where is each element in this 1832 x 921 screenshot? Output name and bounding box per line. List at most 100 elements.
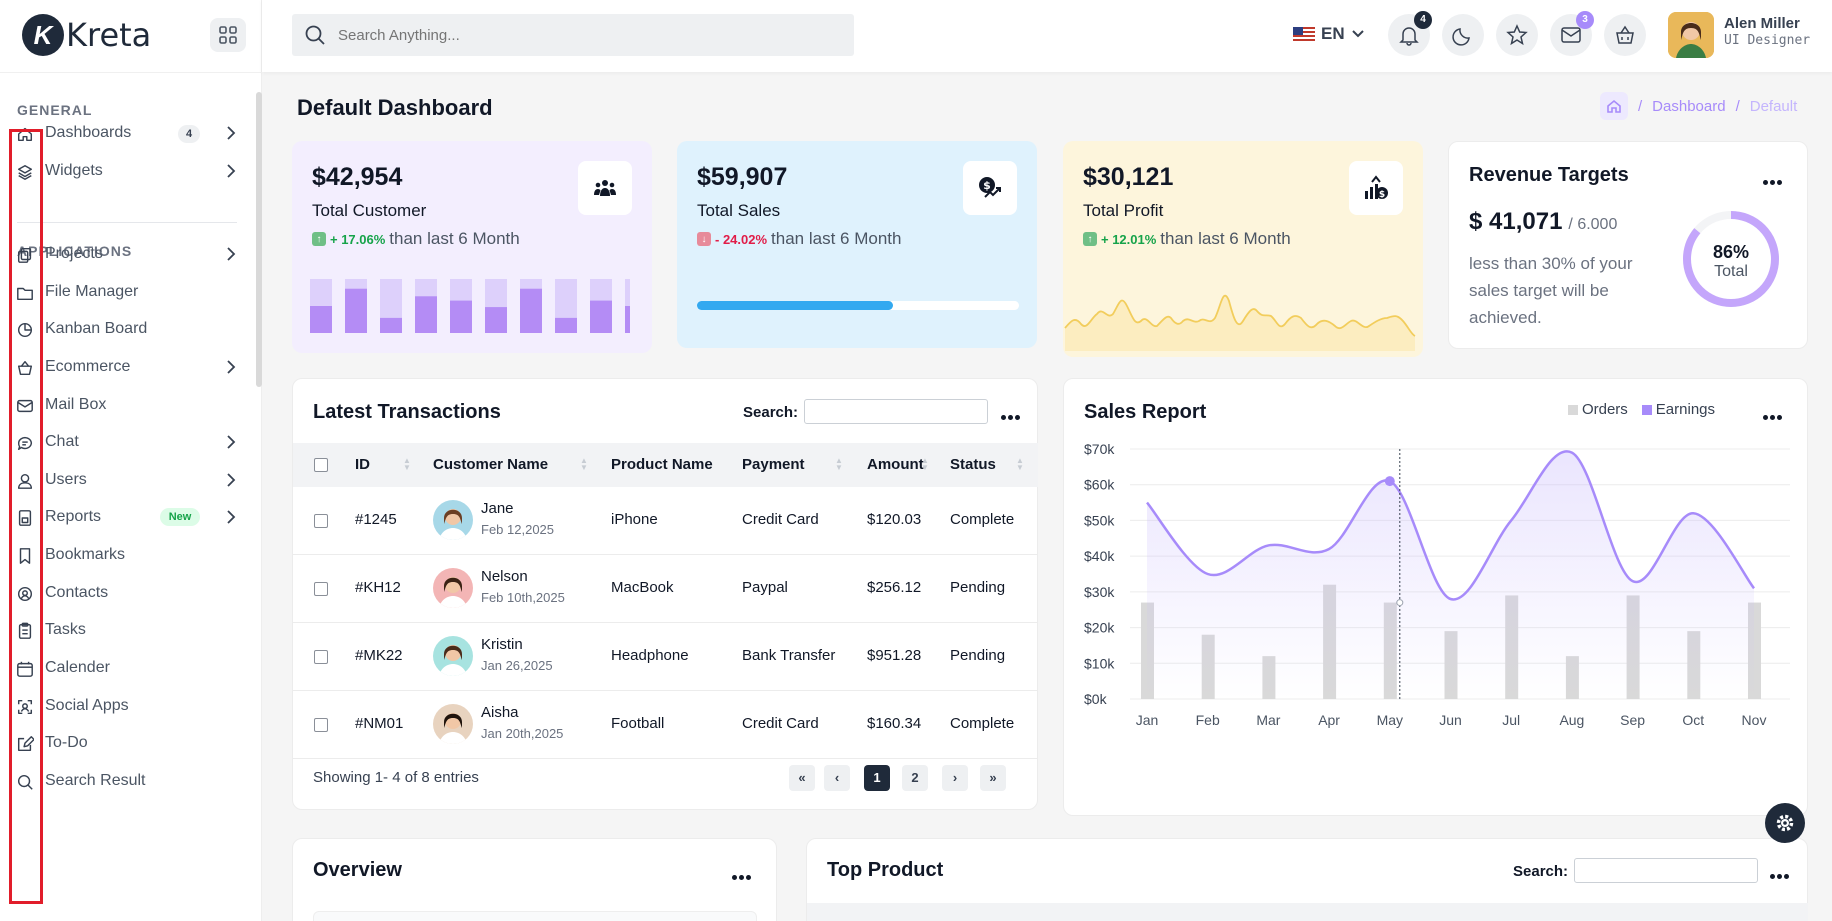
sidebar: K Kreta GENERAL APPLICATIONS Dashboards 4… <box>0 0 262 921</box>
edit-icon <box>15 734 35 754</box>
dark-mode-button[interactable] <box>1442 14 1484 56</box>
row-checkbox[interactable] <box>314 582 328 596</box>
sidebar-item-tasks[interactable]: Tasks <box>0 610 250 650</box>
sidebar-item-label: Search Result <box>45 772 146 789</box>
notifications-button[interactable]: 4 <box>1388 11 1432 56</box>
breadcrumb-default: Default <box>1749 97 1798 115</box>
sidebar-item-kanban-board[interactable]: Kanban Board <box>0 309 250 349</box>
sort-icon[interactable]: ▲ ▼ <box>1016 456 1024 472</box>
col-amount[interactable]: Amount <box>867 456 924 473</box>
revenue-percent: 86% <box>1712 242 1750 262</box>
sidebar-scrollbar[interactable] <box>256 92 262 387</box>
apps-grid-button[interactable] <box>210 18 246 52</box>
bookmark-icon <box>15 546 35 566</box>
cell-product: iPhone <box>611 511 658 528</box>
sidebar-item-bookmarks[interactable]: Bookmarks <box>0 535 250 575</box>
sidebar-item-mail-box[interactable]: Mail Box <box>0 385 250 425</box>
col-id[interactable]: ID <box>355 456 370 473</box>
table-row[interactable]: #NM01 Aisha Jan 20th,2025 Football Credit Ca… <box>293 691 1038 759</box>
favorites-button[interactable] <box>1496 14 1538 56</box>
cell-customer-name: Nelson <box>481 568 528 585</box>
highlight-box <box>9 129 43 904</box>
cell-customer-name: Aisha <box>481 704 519 721</box>
mail-button[interactable]: 3 <box>1550 11 1594 56</box>
basket-icon <box>15 358 35 378</box>
sidebar-item-dashboards[interactable]: Dashboards 4 <box>0 113 250 153</box>
row-checkbox[interactable] <box>314 650 328 664</box>
page-button[interactable]: » <box>980 765 1006 791</box>
select-all-checkbox[interactable] <box>314 458 328 472</box>
sort-icon[interactable]: ▲ ▼ <box>921 456 929 472</box>
row-checkbox[interactable] <box>314 514 328 528</box>
chart-legend: Orders Earnings <box>1567 401 1715 418</box>
sort-icon[interactable]: ▲ ▼ <box>403 456 411 472</box>
chevron-right-icon <box>227 435 236 449</box>
search-input[interactable] <box>338 14 838 56</box>
table-row[interactable]: #1245 Jane Feb 12,2025 iPhone Credit Card $12… <box>293 487 1038 555</box>
table-row[interactable]: #KH12 Nelson Feb 10th,2025 MacBook Paypal $25… <box>293 555 1038 623</box>
row-checkbox[interactable] <box>314 718 328 732</box>
sales-more-button[interactable] <box>1763 407 1787 420</box>
col-customer-name[interactable]: Customer Name <box>433 456 549 473</box>
legend-earnings[interactable]: Earnings <box>1641 401 1715 418</box>
sidebar-item-chat[interactable]: Chat <box>0 422 250 462</box>
user-avatar[interactable] <box>1668 12 1714 58</box>
user-name: Alen Miller <box>1724 15 1800 32</box>
col-product-name[interactable]: Product Name <box>611 456 713 473</box>
top-product-search-input[interactable] <box>1574 858 1758 883</box>
top-product-more-button[interactable] <box>1770 866 1794 879</box>
page-button[interactable]: 2 <box>902 765 928 791</box>
search-bar[interactable] <box>292 14 854 56</box>
language-selector[interactable]: EN <box>1293 24 1365 44</box>
col-status[interactable]: Status <box>950 456 996 473</box>
cell-customer-name: Kristin <box>481 636 523 653</box>
sort-icon[interactable]: ▲ ▼ <box>835 456 843 472</box>
settings-button[interactable] <box>1765 803 1805 843</box>
customer-bar <box>345 288 367 333</box>
cell-payment: Bank Transfer <box>742 647 836 664</box>
breadcrumb-home[interactable] <box>1600 92 1628 120</box>
sidebar-item-reports[interactable]: Reports New <box>0 497 250 537</box>
sidebar-item-to-do[interactable]: To-Do <box>0 723 250 763</box>
page-button[interactable]: › <box>942 765 968 791</box>
breadcrumb: / Dashboard / Default <box>1600 92 1797 120</box>
new-badge: New <box>160 508 200 526</box>
customer-bar <box>555 317 577 333</box>
contacts-icon <box>15 584 35 604</box>
sidebar-item-widgets[interactable]: Widgets <box>0 151 250 191</box>
table-header: ID ▲ ▼ Customer Name ▲ ▼ Product Name Paym… <box>293 443 1038 487</box>
cell-payment: Credit Card <box>742 511 819 528</box>
sidebar-item-contacts[interactable]: Contacts <box>0 573 250 613</box>
y-tick-label: $60k <box>1084 477 1115 493</box>
transactions-search-input[interactable] <box>804 399 988 424</box>
page-button[interactable]: « <box>789 765 815 791</box>
revenue-more-button[interactable] <box>1763 172 1787 185</box>
profit-sparkline <box>1064 294 1416 351</box>
sidebar-item-ecommerce[interactable]: Ecommerce <box>0 347 250 387</box>
page-button[interactable]: ‹ <box>824 765 850 791</box>
table-row[interactable]: #MK22 Kristin Jan 26,2025 Headphone Bank Tra… <box>293 623 1038 691</box>
legend-orders[interactable]: Orders <box>1567 401 1628 418</box>
page-button[interactable]: 1 <box>864 765 890 791</box>
sidebar-item-projects[interactable]: Projects <box>0 234 250 274</box>
latest-transactions-card: Latest Transactions Search: ID ▲ ▼ Custom… <box>292 378 1038 810</box>
transactions-more-button[interactable] <box>1001 407 1025 420</box>
sidebar-item-social-apps[interactable]: Social Apps <box>0 686 250 726</box>
sort-icon[interactable]: ▲ ▼ <box>580 456 588 472</box>
breadcrumb-dashboard[interactable]: Dashboard <box>1652 97 1726 115</box>
brand-logo[interactable]: K Kreta <box>22 14 151 56</box>
cart-button[interactable] <box>1604 14 1646 56</box>
bell-icon <box>1399 27 1419 46</box>
sidebar-item-file-manager[interactable]: File Manager <box>0 272 250 312</box>
overview-more-button[interactable] <box>732 867 756 880</box>
revenue-note: less than 30% of your sales target will … <box>1469 254 1633 327</box>
sidebar-item-calender[interactable]: Calender <box>0 648 250 688</box>
arrow-up-icon: ↑ <box>1083 232 1097 246</box>
col-payment[interactable]: Payment <box>742 456 805 473</box>
sales-title: Sales Report <box>1084 401 1207 423</box>
sidebar-item-users[interactable]: Users <box>0 460 250 500</box>
sidebar-item-search-result[interactable]: Search Result <box>0 761 250 801</box>
us-flag-icon <box>1293 26 1315 42</box>
stat-change-percent: - 24.02% <box>715 231 768 247</box>
y-tick-label: $70k <box>1084 441 1115 457</box>
